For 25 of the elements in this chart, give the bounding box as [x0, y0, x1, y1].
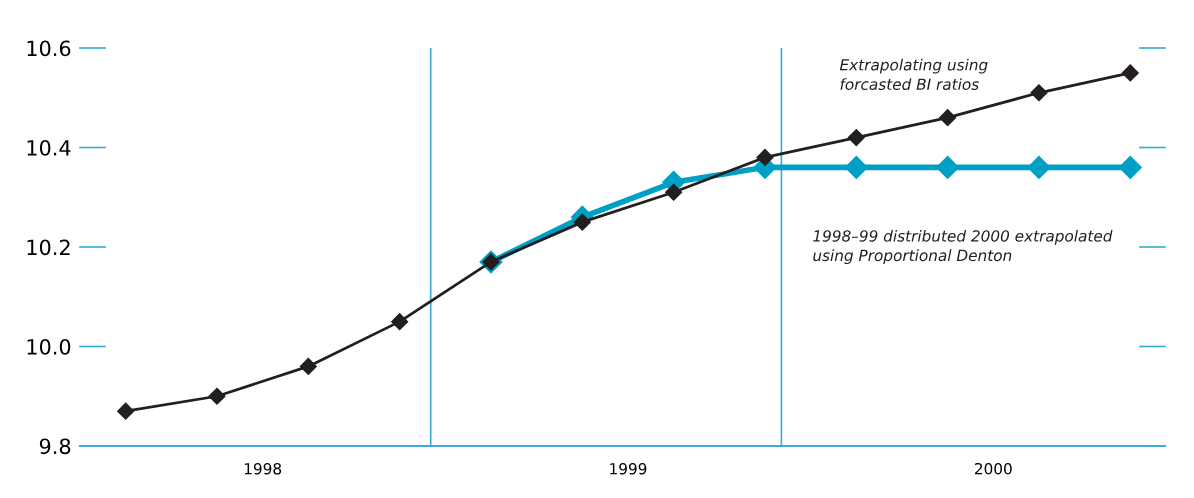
annotation: Extrapolating using forcasted BI ratios — [839, 58, 988, 91]
y-tick-label: 10.4 — [27, 139, 71, 156]
point — [299, 357, 317, 375]
point — [665, 183, 683, 201]
point — [391, 313, 409, 331]
point — [847, 128, 865, 147]
y-tick-label: 10.0 — [27, 338, 71, 355]
x-tick-label: 1998 — [244, 462, 282, 475]
x-tick-label: 1999 — [610, 462, 647, 475]
point — [939, 109, 957, 127]
point — [844, 155, 868, 179]
point — [1027, 155, 1051, 179]
point — [117, 402, 135, 420]
y-tick-label: 10.6 — [27, 40, 71, 57]
annotation: 1998–99 distributed 2000 extrapolated using Proportional Denton — [813, 229, 1113, 265]
point — [208, 387, 226, 405]
point — [573, 213, 591, 231]
point — [1118, 155, 1142, 179]
point — [756, 148, 774, 167]
y-tick-label: 10.2 — [27, 239, 70, 256]
y-tick-label: 9.8 — [39, 438, 71, 455]
point — [1121, 64, 1139, 82]
x-tick-label: 2000 — [974, 462, 1012, 475]
point — [1030, 84, 1048, 102]
point — [936, 155, 960, 179]
